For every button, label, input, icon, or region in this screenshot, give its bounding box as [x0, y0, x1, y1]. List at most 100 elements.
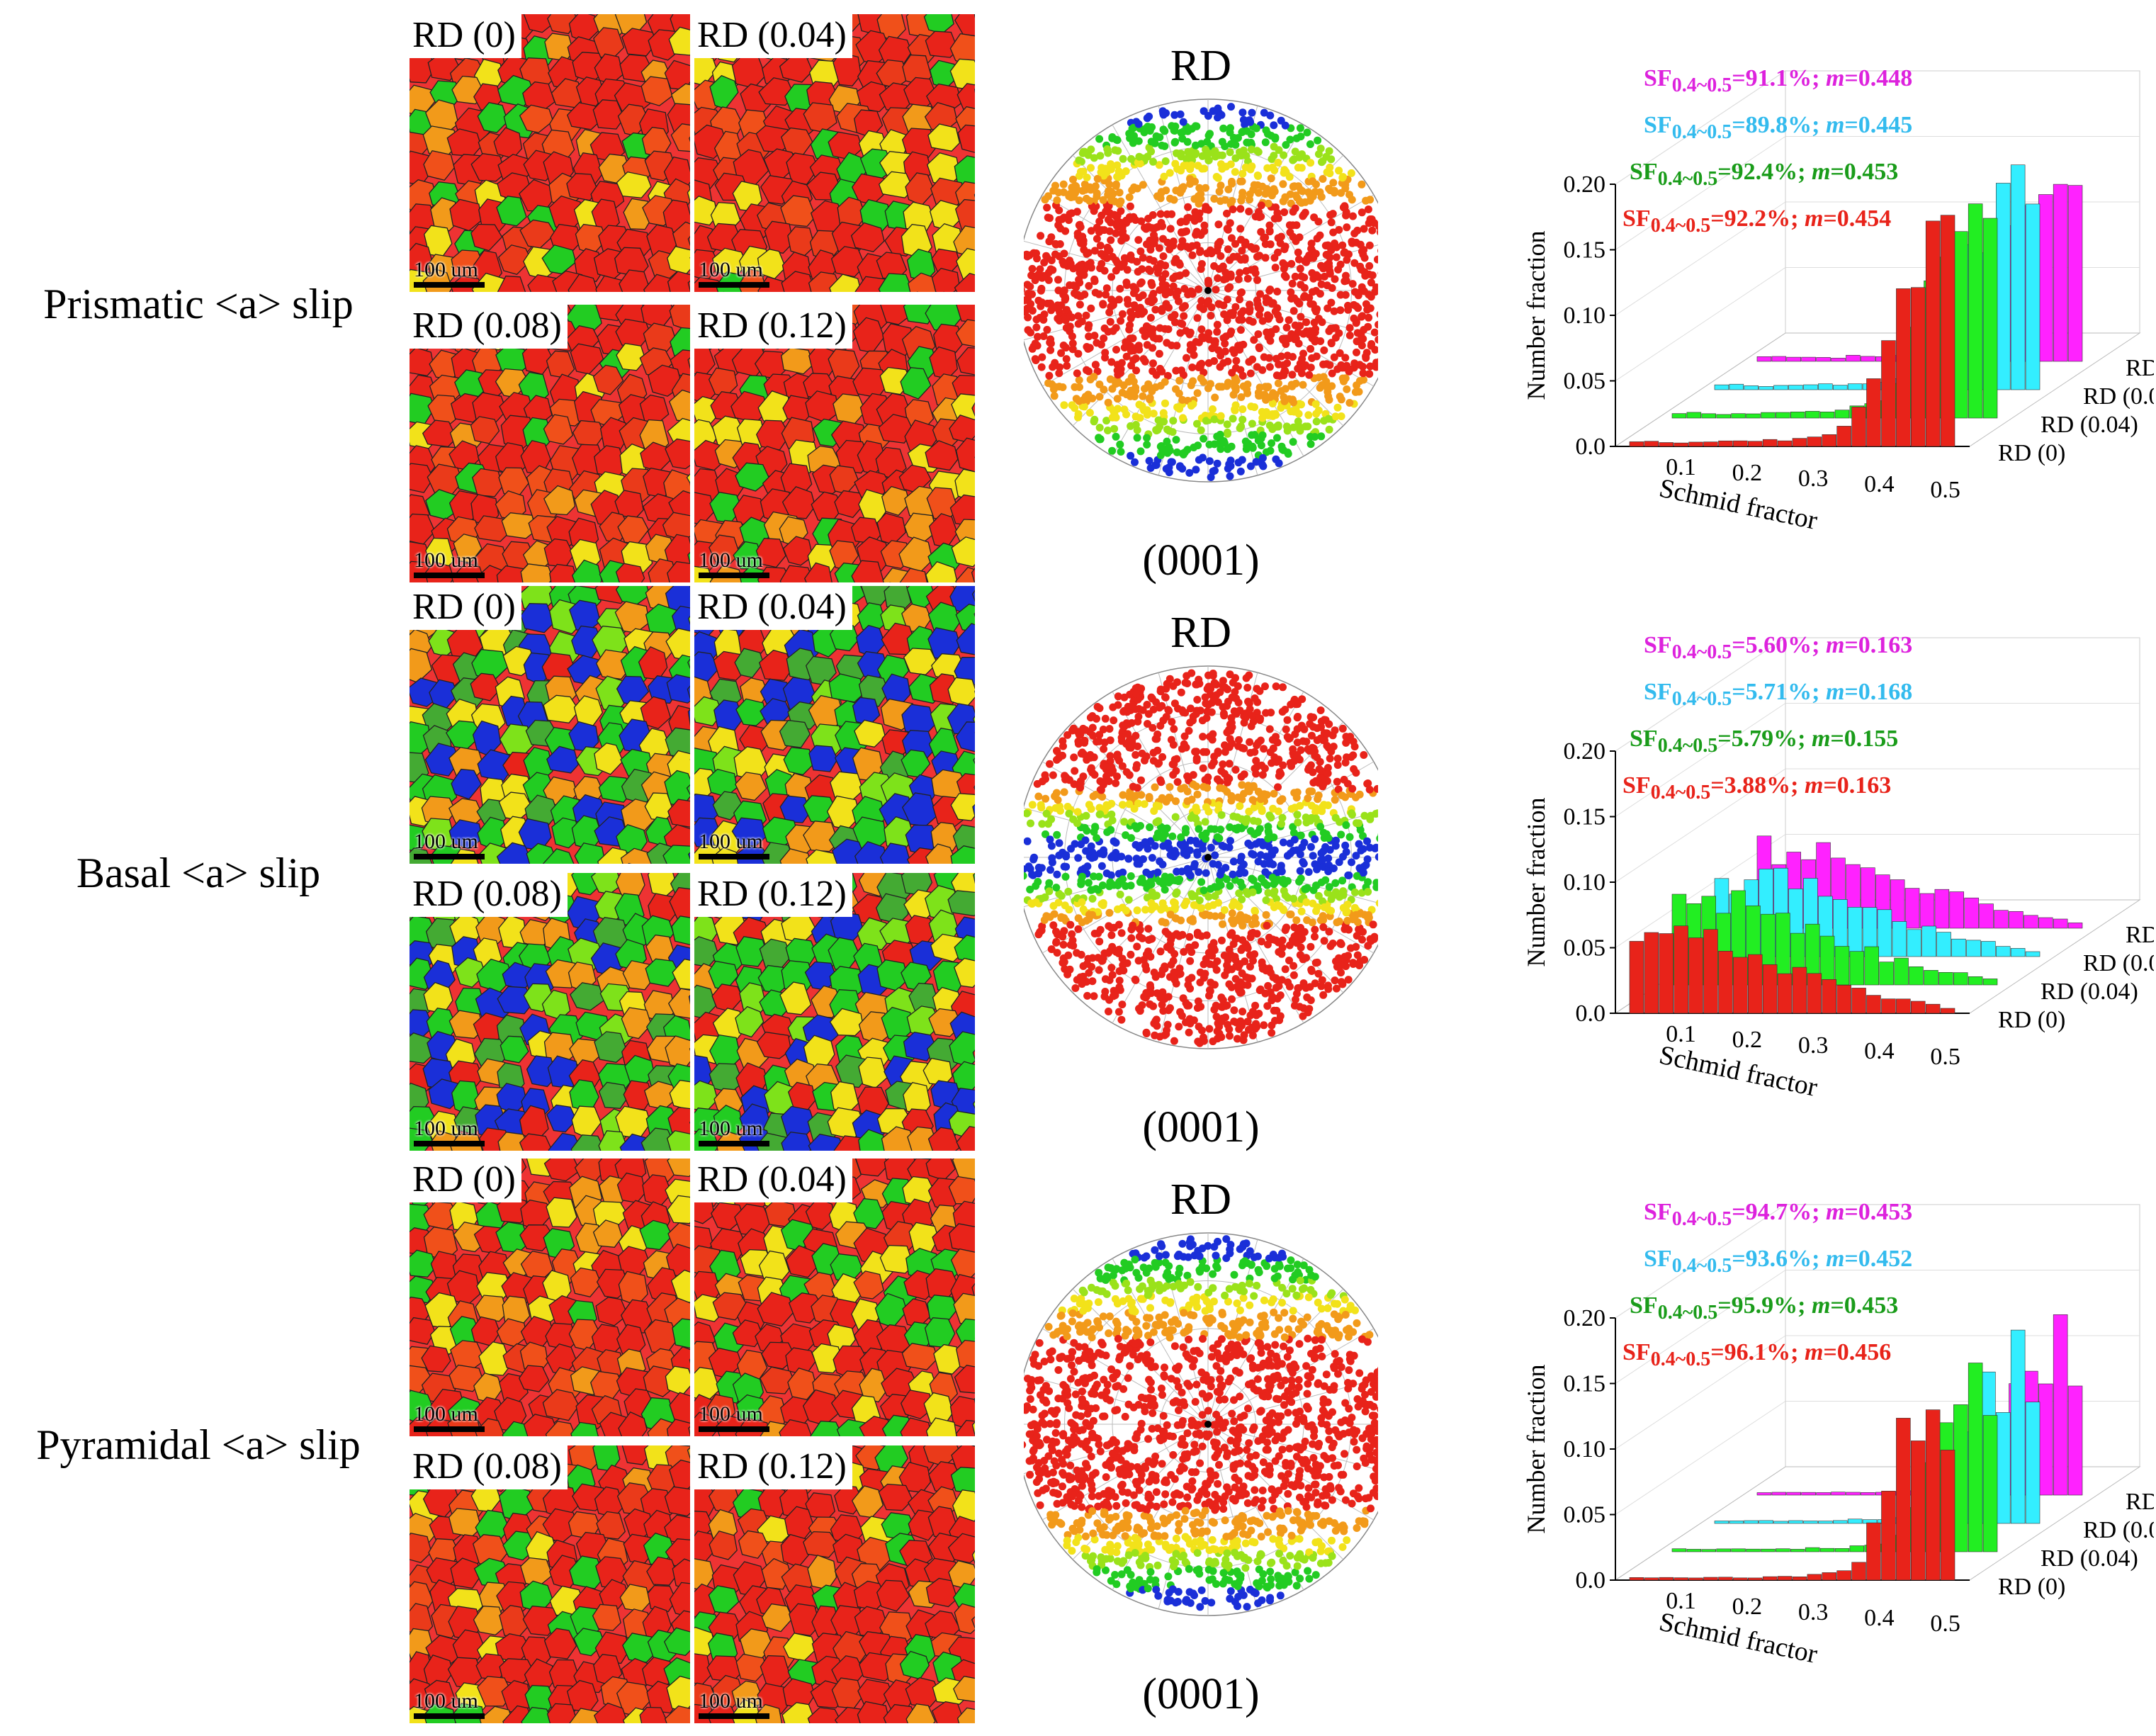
- bar: [2068, 186, 2082, 361]
- pole-figure-plot: [1024, 78, 1378, 517]
- bar: [1817, 1492, 1831, 1495]
- sf-annotation: SF0.4~0.5=3.88%; m=0.163: [1622, 772, 1891, 804]
- bar: [1674, 443, 1688, 446]
- bar: [1835, 410, 1849, 418]
- pole-figure-plot: [1024, 645, 1378, 1084]
- bar: [1938, 972, 1953, 985]
- scale-bar-text: 100 um: [414, 550, 485, 571]
- bar: [1941, 215, 1955, 446]
- series-label: RD (0.04): [2041, 412, 2138, 438]
- bar: [1852, 407, 1866, 446]
- y-tick-label: 0.05: [1564, 1502, 1606, 1528]
- bar: [1846, 355, 1861, 361]
- bar: [1911, 288, 1925, 446]
- sf-annotation: SF0.4~0.5=92.2%; m=0.454: [1622, 205, 1891, 237]
- bar: [1807, 437, 1822, 446]
- bar: [2068, 923, 2082, 928]
- bar: [1983, 979, 1997, 985]
- bar: [1704, 930, 1718, 1013]
- bar: [1807, 1574, 1822, 1580]
- scale-bar-line: [699, 1713, 769, 1719]
- series-label: RD (0.08): [2083, 950, 2154, 976]
- bar: [1980, 904, 1994, 928]
- bar: [1848, 384, 1862, 390]
- sf-annotation: SF0.4~0.5=5.60%; m=0.163: [1644, 632, 1912, 664]
- bar: [1952, 939, 1966, 957]
- bar: [1822, 434, 1836, 446]
- bar: [1833, 1521, 1847, 1523]
- bar: [2026, 1402, 2040, 1523]
- series-label: RD (0): [1998, 1007, 2065, 1033]
- y-tick-label: 0.10: [1564, 1436, 1606, 1462]
- bar: [1965, 898, 1979, 928]
- series-label: RD (0.12): [2126, 922, 2154, 948]
- bar: [1867, 1523, 1881, 1580]
- scale-bar-text: 100 um: [414, 1691, 485, 1712]
- series-label: RD (0.08): [2083, 383, 2154, 410]
- series-label: RD (0.04): [2041, 979, 2138, 1005]
- y-tick-label: 0.20: [1564, 1305, 1606, 1331]
- bar: [1644, 441, 1659, 446]
- bar: [1689, 938, 1703, 1014]
- pole-figure-pyramidal: RD TD (0001): [1024, 1176, 1378, 1729]
- bar: [1672, 1549, 1686, 1552]
- sf-annotation: SF0.4~0.5=93.6%; m=0.452: [1644, 1246, 1912, 1278]
- bar: [1837, 1571, 1851, 1580]
- scale-bar-text: 100 um: [414, 259, 485, 281]
- scale-bar-line: [414, 1426, 485, 1432]
- series-label: RD (0): [1998, 1574, 2065, 1600]
- scale-bar-line: [414, 573, 485, 578]
- bar: [1719, 441, 1733, 446]
- bar: [1850, 1546, 1864, 1552]
- bar: [1729, 1521, 1744, 1523]
- map-strain-label: RD (0): [410, 1159, 521, 1202]
- bar: [1793, 1577, 1807, 1580]
- bar: [1926, 1004, 1940, 1013]
- pole-plane-label: (0001): [1024, 1669, 1378, 1719]
- bar: [1953, 1404, 1968, 1552]
- bar: [1837, 426, 1851, 446]
- x-tick-label: 0.5: [1930, 1044, 1960, 1070]
- sf-annotation: SF0.4~0.5=95.9%; m=0.453: [1630, 1292, 1898, 1324]
- bar: [1968, 1363, 1982, 1552]
- bar: [1790, 412, 1805, 418]
- bar: [1835, 1548, 1849, 1552]
- bar: [1924, 970, 1938, 985]
- bar: [1802, 1492, 1816, 1495]
- bar: [1733, 441, 1747, 446]
- bar: [1644, 1578, 1659, 1580]
- bar: [1774, 1521, 1788, 1523]
- scale-bar-text: 100 um: [699, 831, 769, 852]
- bar: [1674, 1578, 1688, 1580]
- bar: [1848, 907, 1862, 957]
- map-panel: RD (0.04)100 um: [694, 14, 975, 292]
- bar: [1807, 974, 1822, 1013]
- x-tick-label: 0.5: [1930, 477, 1960, 503]
- bar: [1805, 1548, 1819, 1552]
- bar: [1996, 1412, 2010, 1523]
- bar: [1748, 954, 1762, 1013]
- scale-bar-text: 100 um: [699, 1691, 769, 1712]
- bar: [1895, 958, 1909, 985]
- x-tick-label: 0.4: [1864, 471, 1895, 497]
- x-tick-label: 0.2: [1732, 460, 1763, 486]
- scale-bar: 100 um: [699, 259, 769, 288]
- map-strain-label: RD (0): [410, 14, 521, 58]
- bar: [1689, 442, 1703, 446]
- bar: [1715, 1521, 1729, 1524]
- bar: [2011, 948, 2025, 957]
- bar: [1822, 1572, 1836, 1580]
- map-strain-label: RD (0.12): [694, 873, 852, 917]
- y-tick-label: 0.0: [1576, 1567, 1606, 1594]
- bar: [1719, 951, 1733, 1013]
- bar: [1822, 979, 1836, 1013]
- y-tick-label: 0.0: [1576, 434, 1606, 460]
- map-panel: RD (0.12)100 um: [694, 873, 975, 1151]
- bar: [1778, 1577, 1792, 1580]
- bar: [2038, 195, 2053, 362]
- bar: [2038, 1384, 2053, 1495]
- x-tick-label: 0.5: [1930, 1611, 1960, 1637]
- bar: [2026, 952, 2040, 957]
- bar: [1793, 967, 1807, 1013]
- bar: [1994, 911, 2009, 928]
